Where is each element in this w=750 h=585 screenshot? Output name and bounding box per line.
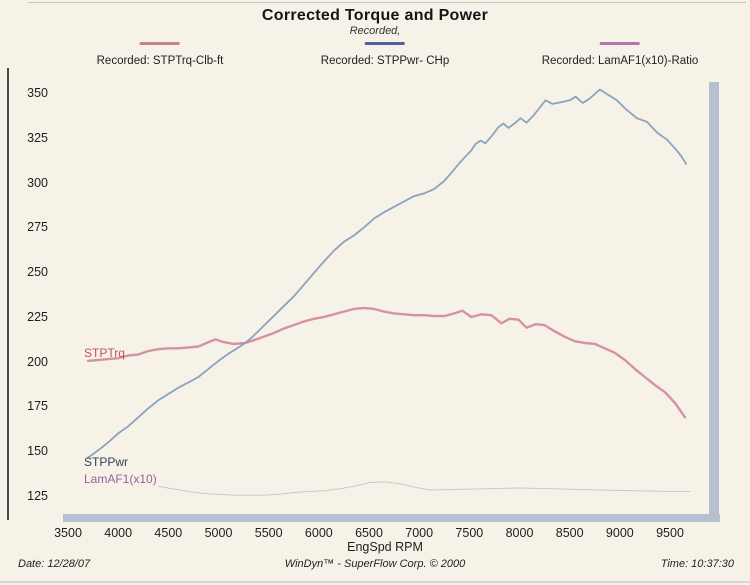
y-tick-label: 325 xyxy=(27,130,48,145)
y-tick-label: 175 xyxy=(27,399,48,414)
y-tick-label: 200 xyxy=(27,354,48,369)
plot-right-border xyxy=(709,82,719,522)
y-axis-line xyxy=(7,68,9,520)
torque-legend-swatch xyxy=(140,42,180,45)
chart-title: Corrected Torque and Power xyxy=(261,7,489,24)
y-tick-label: 250 xyxy=(27,265,48,280)
plot-bottom-border xyxy=(63,514,720,522)
x-tick-label: 3500 xyxy=(54,526,82,540)
x-axis-label: EngSpd RPM xyxy=(347,540,423,554)
power-legend-swatch xyxy=(365,42,405,45)
torque-legend-label: Recorded: STPTrq-Clb-ft xyxy=(96,55,224,67)
lambda-curve-label: LamAF1(x10) xyxy=(84,472,157,486)
x-tick-label: 7000 xyxy=(405,526,434,540)
curve-STPPwr xyxy=(87,88,687,459)
top-edge-line xyxy=(28,2,746,3)
x-tick-label: 4500 xyxy=(154,526,183,540)
x-tick-label: 7500 xyxy=(455,526,484,540)
y-tick-label: 125 xyxy=(27,489,48,503)
y-tick-label: 150 xyxy=(27,444,48,459)
x-tick-label: 5500 xyxy=(254,526,283,540)
torque-curve-label: STPTrq xyxy=(84,346,125,360)
y-tick-label: 300 xyxy=(27,175,48,190)
x-tick-label: 8000 xyxy=(505,526,534,540)
x-tick-label: 4000 xyxy=(104,526,133,540)
curve-LamAF1(x10) xyxy=(157,481,691,496)
legend-item-torque: Recorded: STPTrq-Clb-ft xyxy=(96,42,224,69)
bottom-edge-line xyxy=(0,581,750,583)
x-tick-label: 6000 xyxy=(304,526,333,540)
lambda-legend-label: Recorded: LamAF1(x10)-Ratio xyxy=(541,55,699,67)
footer-date: Date: 12/28/07 xyxy=(18,558,91,570)
x-tick-label: 8500 xyxy=(555,526,584,540)
y-tick-label: 350 xyxy=(27,86,48,100)
footer-time: Time: 10:37:30 xyxy=(660,558,734,570)
curve-STPTrq xyxy=(86,306,687,419)
legend-item-power: Recorded: STPPwr- CHp xyxy=(321,42,449,69)
legend-item-lambda: Recorded: LamAF1(x10)-Ratio xyxy=(541,42,699,69)
x-tick-label: 6500 xyxy=(355,526,383,540)
y-tick-label: 225 xyxy=(27,309,48,324)
power-curve-label: STPPwr xyxy=(84,455,129,469)
x-tick-label: 9500 xyxy=(656,526,684,540)
chart-subtitle: Recorded, xyxy=(349,25,401,37)
y-tick-label: 275 xyxy=(27,220,48,235)
x-tick-label: 9000 xyxy=(605,526,634,540)
power-legend-label: Recorded: STPPwr- CHp xyxy=(320,55,450,67)
lambda-legend-swatch xyxy=(600,42,640,45)
x-tick-label: 5000 xyxy=(204,526,233,540)
footer-credit: WinDyn™ - SuperFlow Corp. © 2000 xyxy=(284,558,466,570)
